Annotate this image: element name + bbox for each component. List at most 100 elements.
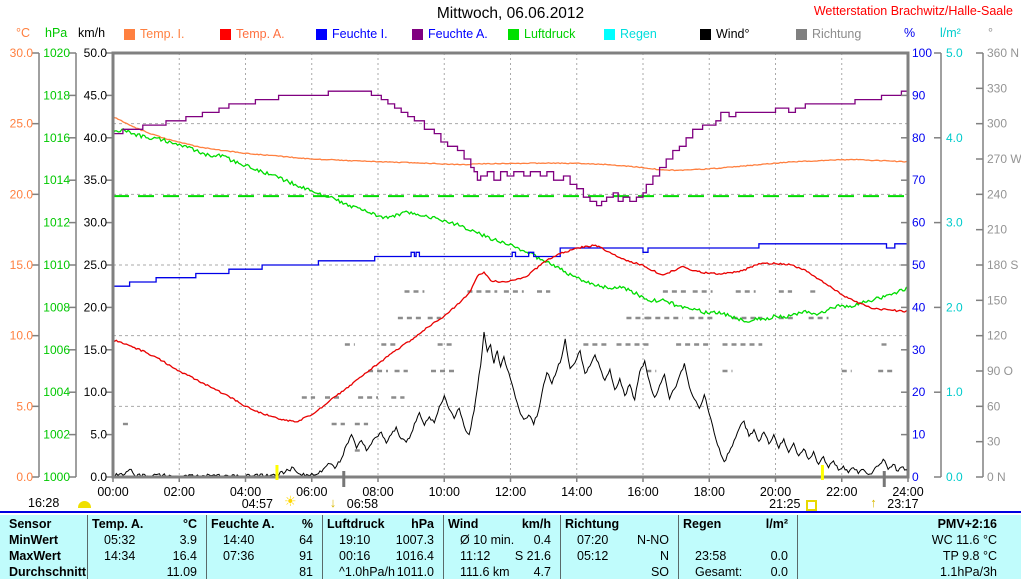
axis-tick-label: 180 S (987, 258, 1018, 272)
x-axis-tick-label: 22:00 (826, 485, 857, 499)
table-cell-value: 81 (299, 565, 313, 579)
x-axis-tick-label: 16:00 (627, 485, 658, 499)
legend-label: Temp. A. (236, 27, 285, 41)
axis-tick-label: 30 (912, 343, 926, 357)
axis-tick-label: 1006 (43, 343, 70, 357)
table-cell-time: 23:58 (695, 549, 727, 563)
table-column-separator (678, 515, 679, 579)
x-axis-tick-label: 00:00 (97, 485, 128, 499)
axis-unit-left-2: km/h (78, 26, 106, 40)
x-axis-tick-label: 06:00 (296, 485, 327, 499)
x-axis-tick-label: 08:00 (362, 485, 393, 499)
stats-table: Sensor MinWert MaxWert Durchschnitt Temp. A.… (0, 515, 1021, 579)
legend-item-regen: Regen (604, 27, 657, 41)
table-cell-value: 0.4 (533, 533, 551, 547)
axis-tick-label: 50 (912, 258, 926, 272)
axis-tick-label: 15.0 (84, 343, 108, 357)
table-cell-time: 07:20 (577, 533, 609, 547)
axis-unit-left-1: hPa (45, 26, 68, 40)
x-axis-tick-label: 04:00 (230, 485, 261, 499)
table-cell-time: 05:12 (577, 549, 609, 563)
table-cell-value: 11.09 (166, 565, 197, 579)
axis-tick-label: 1004 (43, 385, 70, 399)
table-cell-value: 4.7 (533, 565, 551, 579)
series-luftdruck (112, 128, 909, 323)
axis-tick-label: 5.0 (90, 428, 107, 442)
table-row-label: Durchschnitt (9, 565, 87, 579)
table-cell-time: 19:10 (339, 533, 371, 547)
table-cell-time: 00:16 (339, 549, 371, 563)
table-col-unit: % (301, 517, 313, 531)
axis-tick-label: 20 (912, 385, 926, 399)
legend-label: Temp. I. (140, 27, 185, 41)
series-feuchte_i (113, 243, 908, 287)
table-cell-time: 111.6 km (460, 565, 510, 579)
table-col-unit: l/m² (765, 517, 788, 531)
axis-tick-label: 5.0 (946, 46, 963, 60)
table-cell-value: SO (650, 565, 669, 579)
table-row-label: MinWert (9, 533, 59, 547)
table-col-name: Temp. A. (92, 517, 144, 531)
astro-time: 06:58 (346, 497, 379, 511)
axis-tick-label: 0 N (987, 470, 1006, 484)
axis-tick-label: 10.0 (10, 329, 34, 343)
legend-item-wind-: Wind° (700, 27, 749, 41)
legend-item-feuchte-i-: Feuchte I. (316, 27, 388, 41)
legend-label: Feuchte I. (332, 27, 388, 41)
table-cell-time: 05:32 (104, 533, 136, 547)
table-cell-value: 0.0 (770, 565, 788, 579)
series-temp_a (112, 244, 909, 423)
axis-tick-label: 80 (912, 131, 926, 145)
table-col-unit: hPa (411, 517, 434, 531)
axis-tick-label: 10.0 (84, 385, 108, 399)
page-title: Mittwoch, 06.06.2012 (436, 5, 585, 22)
axis-tick-label: 45.0 (84, 88, 108, 102)
table-cell-value: 3.9 (179, 533, 197, 547)
table-column-separator (322, 515, 323, 579)
legend-item-luftdruck: Luftdruck (508, 27, 575, 41)
axis-tick-label: 1018 (43, 88, 70, 102)
x-axis-tick-label: 20:00 (760, 485, 791, 499)
legend-swatch (124, 28, 135, 40)
axis-tick-label: 40.0 (84, 131, 108, 145)
axis-tick-label: 1000 (43, 470, 70, 484)
astro-time: 16:28 (28, 496, 60, 510)
legend-swatch (412, 28, 423, 40)
axis-tick-label: 1012 (43, 216, 70, 230)
table-col-name: Wind (448, 517, 479, 531)
axis-tick-label: 0.0 (946, 470, 963, 484)
legend-label: Wind° (716, 27, 750, 41)
arrow-up-icon: ↑ (870, 495, 877, 510)
legend-label: Feuchte A. (428, 27, 488, 41)
axis-tick-label: 50.0 (84, 46, 108, 60)
station-name: Wetterstation Brachwitz/Halle-Saale (813, 4, 1013, 18)
wind-direction-segments (122, 290, 895, 452)
legend-swatch (796, 28, 807, 40)
legend-swatch (508, 28, 519, 40)
axis-tick-label: 25.0 (84, 258, 108, 272)
axis-tick-label: 35.0 (84, 173, 108, 187)
axis-tick-label: 10 (912, 428, 926, 442)
square-icon (806, 500, 818, 511)
table-cell-time: 07:36 (223, 549, 255, 563)
axis-tick-label: 240 (987, 187, 1007, 201)
axis-tick-label: 30.0 (10, 46, 34, 60)
axis-tick-label: 70 (912, 173, 926, 187)
x-axis-tick-label: 24:00 (892, 485, 923, 499)
axis-tick-label: 330 (987, 81, 1007, 95)
table-divider-line (0, 511, 1021, 513)
axis-tick-label: 30 (987, 435, 1001, 449)
axis-tick-label: 90 O (987, 364, 1013, 378)
axis-tick-label: 0.0 (16, 470, 33, 484)
gridlines (113, 53, 908, 477)
arrow-down-icon: ↓ (329, 495, 337, 510)
table-pmv-line: TP 9.8 °C (942, 549, 997, 563)
table-cell-time: ^1.0hPa/h (339, 565, 395, 579)
axis-tick-label: 1002 (43, 428, 70, 442)
axis-tick-label: 1.0 (946, 385, 963, 399)
table-col-unit: km/h (521, 517, 551, 531)
axis-tick-label: 0.0 (90, 470, 107, 484)
table-pmv-line: 1.1hPa/3h (940, 565, 997, 579)
x-axis-tick-label: 02:00 (164, 485, 195, 499)
